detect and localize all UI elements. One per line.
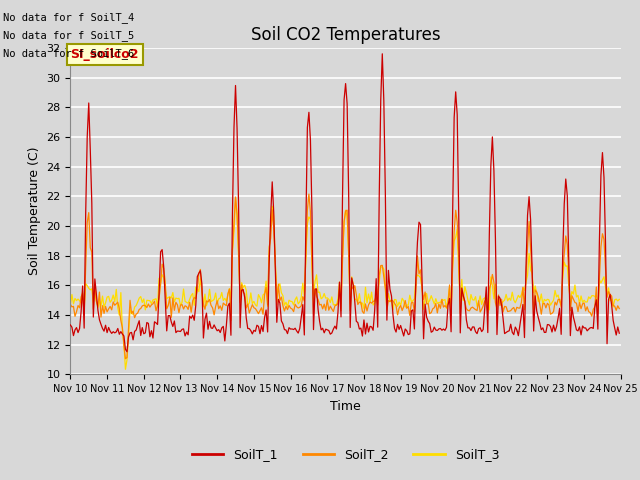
Text: No data for f SoilT_6: No data for f SoilT_6 <box>3 48 134 60</box>
Title: Soil CO2 Temperatures: Soil CO2 Temperatures <box>251 25 440 44</box>
Y-axis label: Soil Temperature (C): Soil Temperature (C) <box>28 147 41 276</box>
Legend: SoilT_1, SoilT_2, SoilT_3: SoilT_1, SoilT_2, SoilT_3 <box>187 443 504 466</box>
Text: SI_soilco2: SI_soilco2 <box>70 48 139 61</box>
Text: No data for f SoilT_5: No data for f SoilT_5 <box>3 30 134 41</box>
Text: No data for f SoilT_4: No data for f SoilT_4 <box>3 12 134 23</box>
X-axis label: Time: Time <box>330 400 361 413</box>
